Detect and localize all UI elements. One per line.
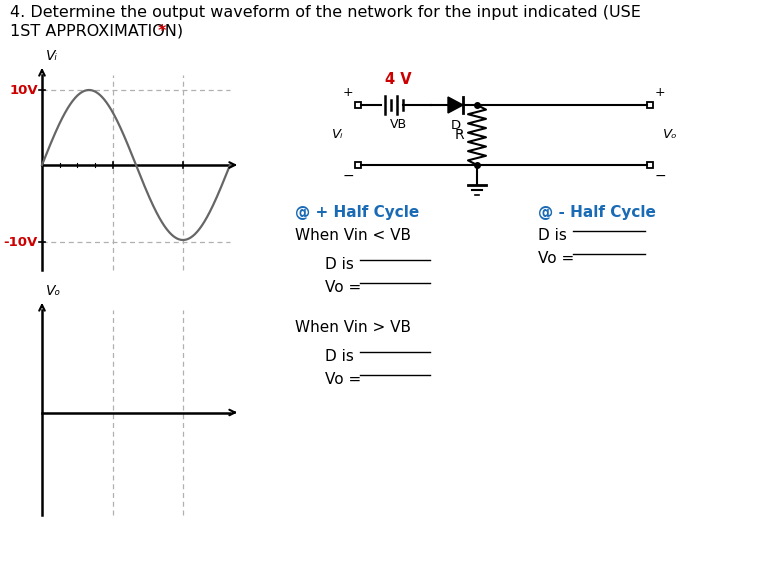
Bar xyxy=(647,102,653,108)
Text: Vₒ: Vₒ xyxy=(662,129,678,142)
Text: D is: D is xyxy=(325,257,354,272)
Text: Vo =: Vo = xyxy=(325,372,361,387)
Text: Vₒ: Vₒ xyxy=(46,284,61,298)
Text: −: − xyxy=(654,169,666,183)
Text: D is: D is xyxy=(325,349,354,364)
Text: When Vin > VB: When Vin > VB xyxy=(295,320,411,335)
Text: 1ST APPROXIMATION): 1ST APPROXIMATION) xyxy=(10,24,188,39)
Text: +: + xyxy=(655,86,665,99)
Bar xyxy=(647,162,653,168)
Polygon shape xyxy=(448,97,463,113)
Text: 4. Determine the output waveform of the network for the input indicated (USE: 4. Determine the output waveform of the … xyxy=(10,5,641,20)
Text: 4 V: 4 V xyxy=(385,72,411,87)
Text: *: * xyxy=(158,24,167,39)
Text: Vo =: Vo = xyxy=(325,280,361,295)
Text: Vo =: Vo = xyxy=(538,251,575,266)
Text: VB: VB xyxy=(389,118,407,131)
Text: D is: D is xyxy=(538,228,567,243)
Text: When Vin < VB: When Vin < VB xyxy=(295,228,411,243)
Text: Vᵢ: Vᵢ xyxy=(332,129,344,142)
Text: 10V: 10V xyxy=(9,84,38,96)
Text: @ + Half Cycle: @ + Half Cycle xyxy=(295,205,419,220)
Text: @ - Half Cycle: @ - Half Cycle xyxy=(538,205,656,220)
Text: -10V: -10V xyxy=(4,235,38,248)
Text: R: R xyxy=(454,128,464,142)
Bar xyxy=(355,162,361,168)
Text: +: + xyxy=(343,86,354,99)
Text: Vᵢ: Vᵢ xyxy=(46,49,58,63)
Text: D: D xyxy=(451,119,461,132)
Text: −: − xyxy=(342,169,354,183)
Bar xyxy=(355,102,361,108)
